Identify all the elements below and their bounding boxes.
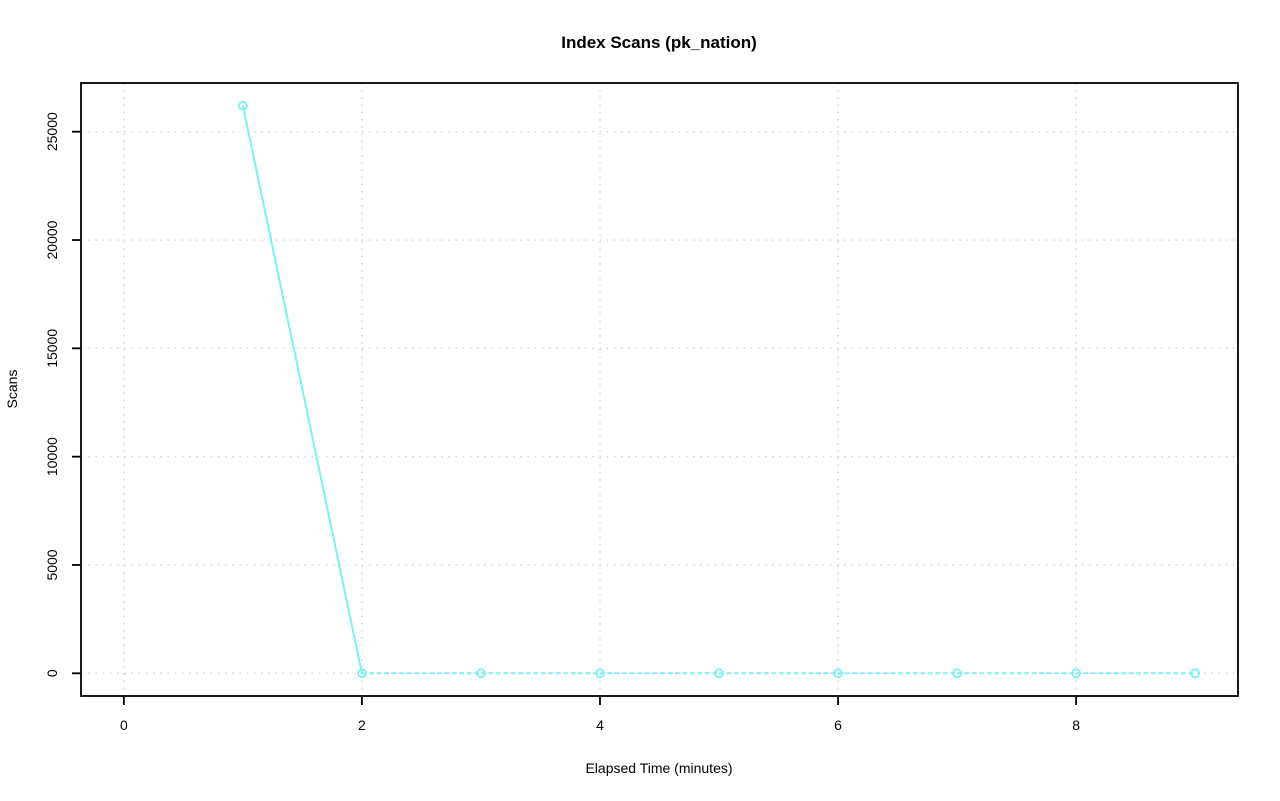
data-point-marker <box>714 668 724 679</box>
y-tick-label: 25000 <box>44 112 60 151</box>
data-point-marker <box>1190 668 1201 679</box>
x-tick-label: 4 <box>596 717 604 733</box>
y-tick-label: 10000 <box>44 437 60 476</box>
data-point-marker <box>595 668 605 679</box>
data-point-marker <box>476 668 486 679</box>
plot-box <box>80 82 1239 697</box>
y-tick-label: 0 <box>44 669 60 677</box>
y-tick-label: 15000 <box>44 329 60 368</box>
x-tick-label: 8 <box>1072 717 1080 733</box>
data-point-marker <box>833 668 843 679</box>
x-tick-label: 6 <box>834 717 842 733</box>
series-line-segment <box>241 105 363 674</box>
y-tick-label: 5000 <box>44 549 60 580</box>
data-point-marker <box>237 100 248 111</box>
x-tick-label: 2 <box>358 717 366 733</box>
chart-title: Index Scans (pk_nation) <box>561 33 757 52</box>
x-tick-label: 0 <box>120 717 128 733</box>
plot-generated-content: 0 2 4 6 8 0 5000 10000 15000 20000 25000 <box>44 82 1239 733</box>
y-tick-label: 20000 <box>44 220 60 259</box>
x-axis-label: Elapsed Time (minutes) <box>585 760 732 776</box>
data-point-marker <box>1071 668 1082 679</box>
data-point-marker <box>357 668 367 679</box>
data-point-marker <box>952 668 962 679</box>
y-axis-label: Scans <box>4 370 20 409</box>
